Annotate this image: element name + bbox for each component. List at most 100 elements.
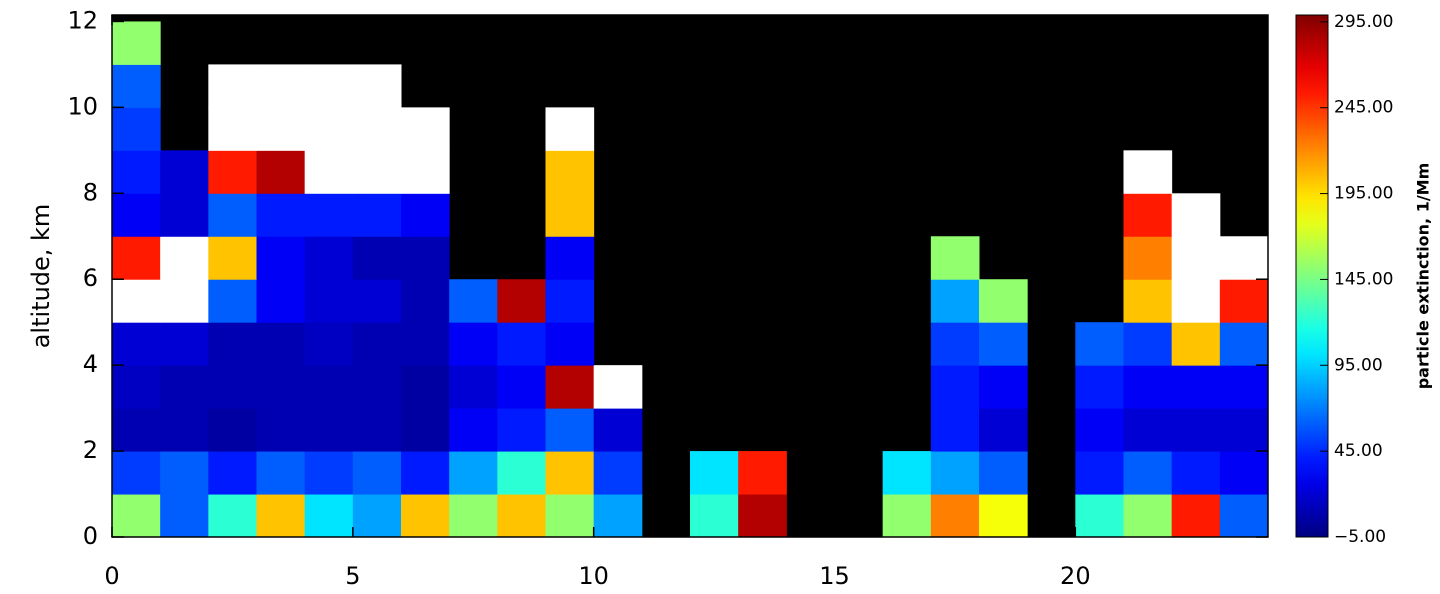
heatmap-cell bbox=[112, 193, 161, 237]
heatmap-cell bbox=[1123, 193, 1173, 237]
heatmap-cell bbox=[1123, 150, 1173, 194]
y-tick-label: 2 bbox=[83, 436, 98, 464]
heatmap-cell bbox=[401, 150, 450, 194]
heatmap-cell bbox=[352, 322, 402, 366]
heatmap-cell bbox=[304, 494, 354, 538]
heatmap-cell bbox=[401, 193, 450, 237]
heatmap-cell bbox=[1219, 236, 1269, 280]
colorbar-tick-label: −5.00 bbox=[1334, 527, 1386, 547]
heatmap-cell bbox=[930, 451, 980, 495]
heatmap-cell bbox=[352, 236, 402, 280]
heatmap-cell bbox=[401, 279, 450, 323]
colorbar-tick-label: 195.00 bbox=[1334, 184, 1393, 204]
heatmap-cell bbox=[256, 279, 306, 323]
heatmap-cell bbox=[497, 365, 546, 409]
heatmap-cell bbox=[352, 365, 402, 409]
heatmap-cell bbox=[979, 408, 1028, 452]
heatmap-cell bbox=[208, 494, 257, 538]
heatmap-cell bbox=[304, 365, 354, 409]
heatmap-cell bbox=[208, 365, 257, 409]
heatmap-cell bbox=[112, 21, 161, 65]
heatmap-cell bbox=[160, 408, 209, 452]
heatmap-cell bbox=[545, 451, 595, 495]
heatmap-cell bbox=[1123, 365, 1173, 409]
heatmap-cell bbox=[1075, 365, 1124, 409]
heatmap-cell bbox=[112, 236, 161, 280]
heatmap-cell bbox=[545, 279, 595, 323]
heatmap-cell bbox=[1075, 494, 1124, 538]
heatmap-cell bbox=[497, 494, 546, 538]
heatmap-cell bbox=[449, 451, 498, 495]
colorbar bbox=[1295, 14, 1329, 538]
heatmap-cell bbox=[256, 451, 306, 495]
heatmap-cell bbox=[352, 150, 402, 194]
heatmap-cell bbox=[256, 494, 306, 538]
y-tick-label: 4 bbox=[83, 350, 98, 378]
heatmap-cell bbox=[401, 322, 450, 366]
heatmap-cell bbox=[1171, 365, 1221, 409]
heatmap-cell bbox=[1219, 494, 1269, 538]
heatmap-cell bbox=[1171, 322, 1221, 366]
heatmap-cell bbox=[1171, 494, 1221, 538]
colorbar-tick-label: 295.00 bbox=[1334, 12, 1393, 32]
heatmap-cell bbox=[401, 236, 450, 280]
heatmap-cell bbox=[1171, 451, 1221, 495]
heatmap-cell bbox=[545, 322, 595, 366]
heatmap-cell bbox=[449, 365, 498, 409]
heatmap-cell bbox=[930, 236, 980, 280]
heatmap-cell bbox=[690, 451, 739, 495]
heatmap-cell bbox=[160, 365, 209, 409]
colorbar-tick-label: 45.00 bbox=[1334, 441, 1383, 461]
heatmap-cell bbox=[401, 494, 450, 538]
heatmap-cell bbox=[545, 365, 595, 409]
heatmap-cell bbox=[1171, 279, 1221, 323]
heatmap-cell bbox=[930, 279, 980, 323]
x-tick-label: 15 bbox=[819, 562, 850, 590]
heatmap-cell bbox=[690, 494, 739, 538]
heatmap-cell bbox=[882, 451, 932, 495]
heatmap-cell bbox=[1219, 279, 1269, 323]
heatmap-cell bbox=[208, 279, 257, 323]
heatmap-cell bbox=[112, 107, 161, 151]
heatmap-cell bbox=[401, 408, 450, 452]
heatmap-cell bbox=[930, 365, 980, 409]
heatmap-cell bbox=[208, 408, 257, 452]
heatmap-cell bbox=[304, 322, 354, 366]
heatmap-cell bbox=[979, 365, 1028, 409]
heatmap-cell bbox=[160, 322, 209, 366]
heatmap-cell bbox=[593, 494, 643, 538]
x-tick-label: 20 bbox=[1060, 562, 1091, 590]
heatmap-cell bbox=[545, 494, 595, 538]
heatmap-cell bbox=[449, 494, 498, 538]
heatmap-cell bbox=[545, 193, 595, 237]
heatmap-cell bbox=[449, 322, 498, 366]
heatmap-cell bbox=[352, 408, 402, 452]
heatmap-cell bbox=[112, 451, 161, 495]
heatmap-cell bbox=[208, 107, 257, 151]
heatmap-cell bbox=[208, 193, 257, 237]
heatmap-cell bbox=[1075, 322, 1124, 366]
colorbar-label: particle extinction, 1/Mm bbox=[1414, 163, 1433, 390]
heatmap-cell bbox=[1171, 193, 1221, 237]
heatmap-cell bbox=[352, 494, 402, 538]
heatmap-cell bbox=[304, 193, 354, 237]
y-tick-label: 10 bbox=[67, 92, 98, 120]
heatmap-cell bbox=[160, 193, 209, 237]
heatmap-cell bbox=[256, 193, 306, 237]
colorbar-tick-label: 145.00 bbox=[1334, 269, 1393, 289]
heatmap-cell bbox=[1123, 408, 1173, 452]
heatmap-cell bbox=[1075, 408, 1124, 452]
heatmap-cell bbox=[497, 279, 546, 323]
heatmap-cell bbox=[738, 494, 787, 538]
heatmap-cell bbox=[208, 451, 257, 495]
heatmap-cell bbox=[1219, 322, 1269, 366]
heatmap-cell bbox=[449, 408, 498, 452]
heatmap-cell bbox=[401, 451, 450, 495]
y-tick-label: 0 bbox=[83, 522, 98, 550]
heatmap-cell bbox=[112, 64, 161, 108]
heatmap-cell bbox=[882, 494, 932, 538]
heatmap-cell bbox=[256, 322, 306, 366]
heatmap-cell bbox=[256, 64, 306, 108]
heatmap-cell bbox=[1123, 494, 1173, 538]
heatmap-cell bbox=[545, 150, 595, 194]
